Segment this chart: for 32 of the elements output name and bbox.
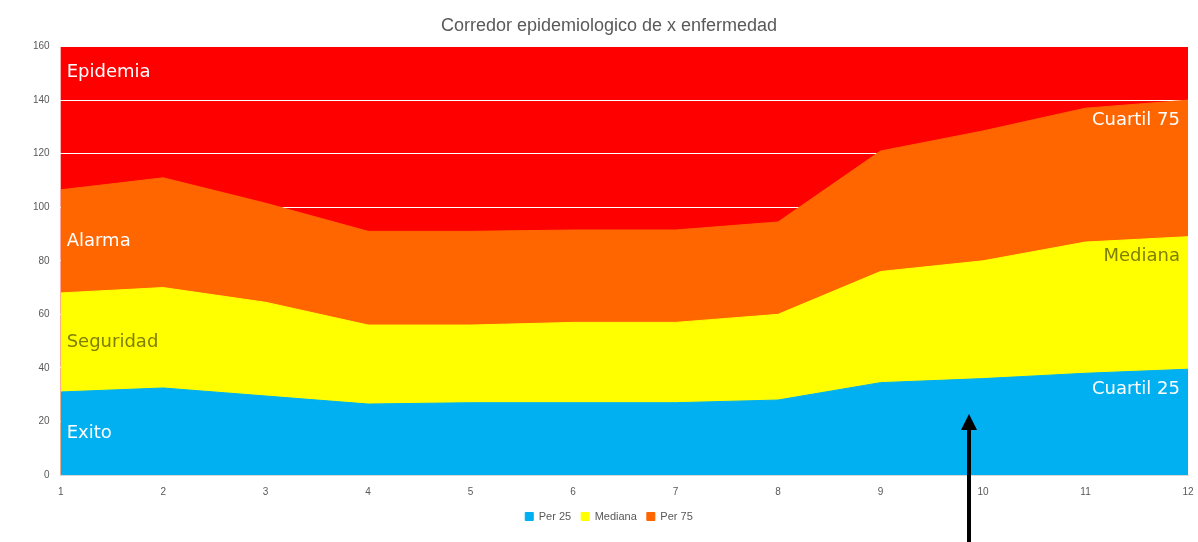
annotation: Cuartil 75 (1091, 107, 1180, 129)
y-tick-label: 80 (38, 254, 51, 266)
annotation: Alarma (66, 229, 131, 251)
x-tick-label: 6 (570, 485, 577, 497)
x-tick-label: 11 (1080, 485, 1092, 497)
x-tick-label: 2 (160, 485, 167, 497)
x-tick-label: 8 (775, 485, 782, 497)
legend-label: Mediana (594, 509, 638, 522)
y-tick-label: 120 (33, 147, 51, 159)
x-tick-label: 4 (365, 485, 372, 497)
y-tick-label: 100 (33, 201, 51, 212)
x-tick-label: 10 (977, 485, 990, 497)
y-tick-label: 160 (33, 40, 51, 52)
x-tick-label: 9 (877, 485, 884, 497)
y-tick-label: 140 (33, 93, 51, 105)
y-tick-label: 60 (38, 308, 51, 320)
legend-label: Per 25 (538, 509, 572, 522)
x-tick-label: 5 (467, 485, 474, 497)
x-tick-label: 12 (1182, 485, 1194, 497)
x-tick-label: 1 (57, 485, 64, 497)
y-tick-label: 20 (38, 415, 51, 427)
chart-title: Corredor epidemiologico de x enfermedad (440, 14, 778, 35)
x-tick-label: 7 (672, 485, 679, 497)
annotation: Epidemia (66, 60, 151, 82)
annotation: Cuartil 25 (1091, 376, 1180, 398)
y-tick-label: 40 (38, 361, 51, 373)
x-tick-label: 3 (262, 485, 269, 497)
y-tick-label: 0 (44, 468, 51, 480)
annotation: Seguridad (66, 330, 159, 352)
annotation: Mediana (1103, 244, 1180, 266)
annotation: Exito (66, 421, 112, 443)
legend-label: Per 75 (660, 509, 693, 522)
